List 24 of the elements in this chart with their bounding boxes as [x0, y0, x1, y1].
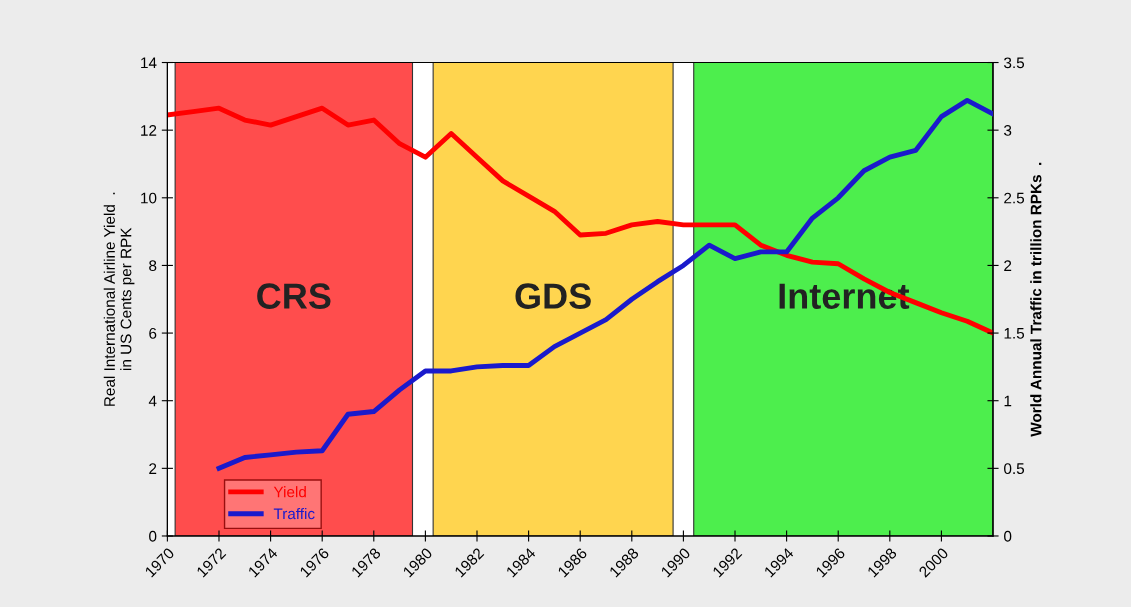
- y-axis-title: Real International Airline Yield . in US Cents per RPK: [103, 192, 135, 406]
- line-series: [167, 105, 994, 336]
- y2-tick-label: 2.5: [1004, 192, 1025, 204]
- y-tick-label: 2: [149, 463, 157, 474]
- band-label: GDS: [515, 283, 591, 309]
- y2-tick-label: 3.5: [1004, 57, 1025, 69]
- y2-tick-label: 1: [1004, 395, 1012, 407]
- y-tick-label: 6: [149, 327, 157, 339]
- y-tick-label: 4: [148, 395, 157, 407]
- legend-label: Traffic: [273, 507, 315, 520]
- band-label: CRS: [257, 283, 331, 309]
- line-series: [216, 97, 994, 471]
- y-tick-label: 12: [141, 125, 157, 136]
- y-tick-label: 10: [141, 192, 157, 204]
- y2-tick-label: 2: [1004, 260, 1012, 271]
- y2-axis-title: World Annual Traffic in trillion RPKs .: [1030, 162, 1042, 437]
- y-tick-label: 8: [149, 260, 157, 272]
- y2-tick-label: 1.5: [1004, 328, 1025, 339]
- y-tick-label: 14: [141, 57, 157, 69]
- legend-label: Yield: [273, 486, 306, 498]
- y2-tick-label: 0.5: [1004, 463, 1025, 475]
- y2-tick-label: 3: [1004, 125, 1012, 136]
- y2-tick-label: 0: [1004, 530, 1012, 542]
- y-tick-label: 0: [149, 530, 157, 542]
